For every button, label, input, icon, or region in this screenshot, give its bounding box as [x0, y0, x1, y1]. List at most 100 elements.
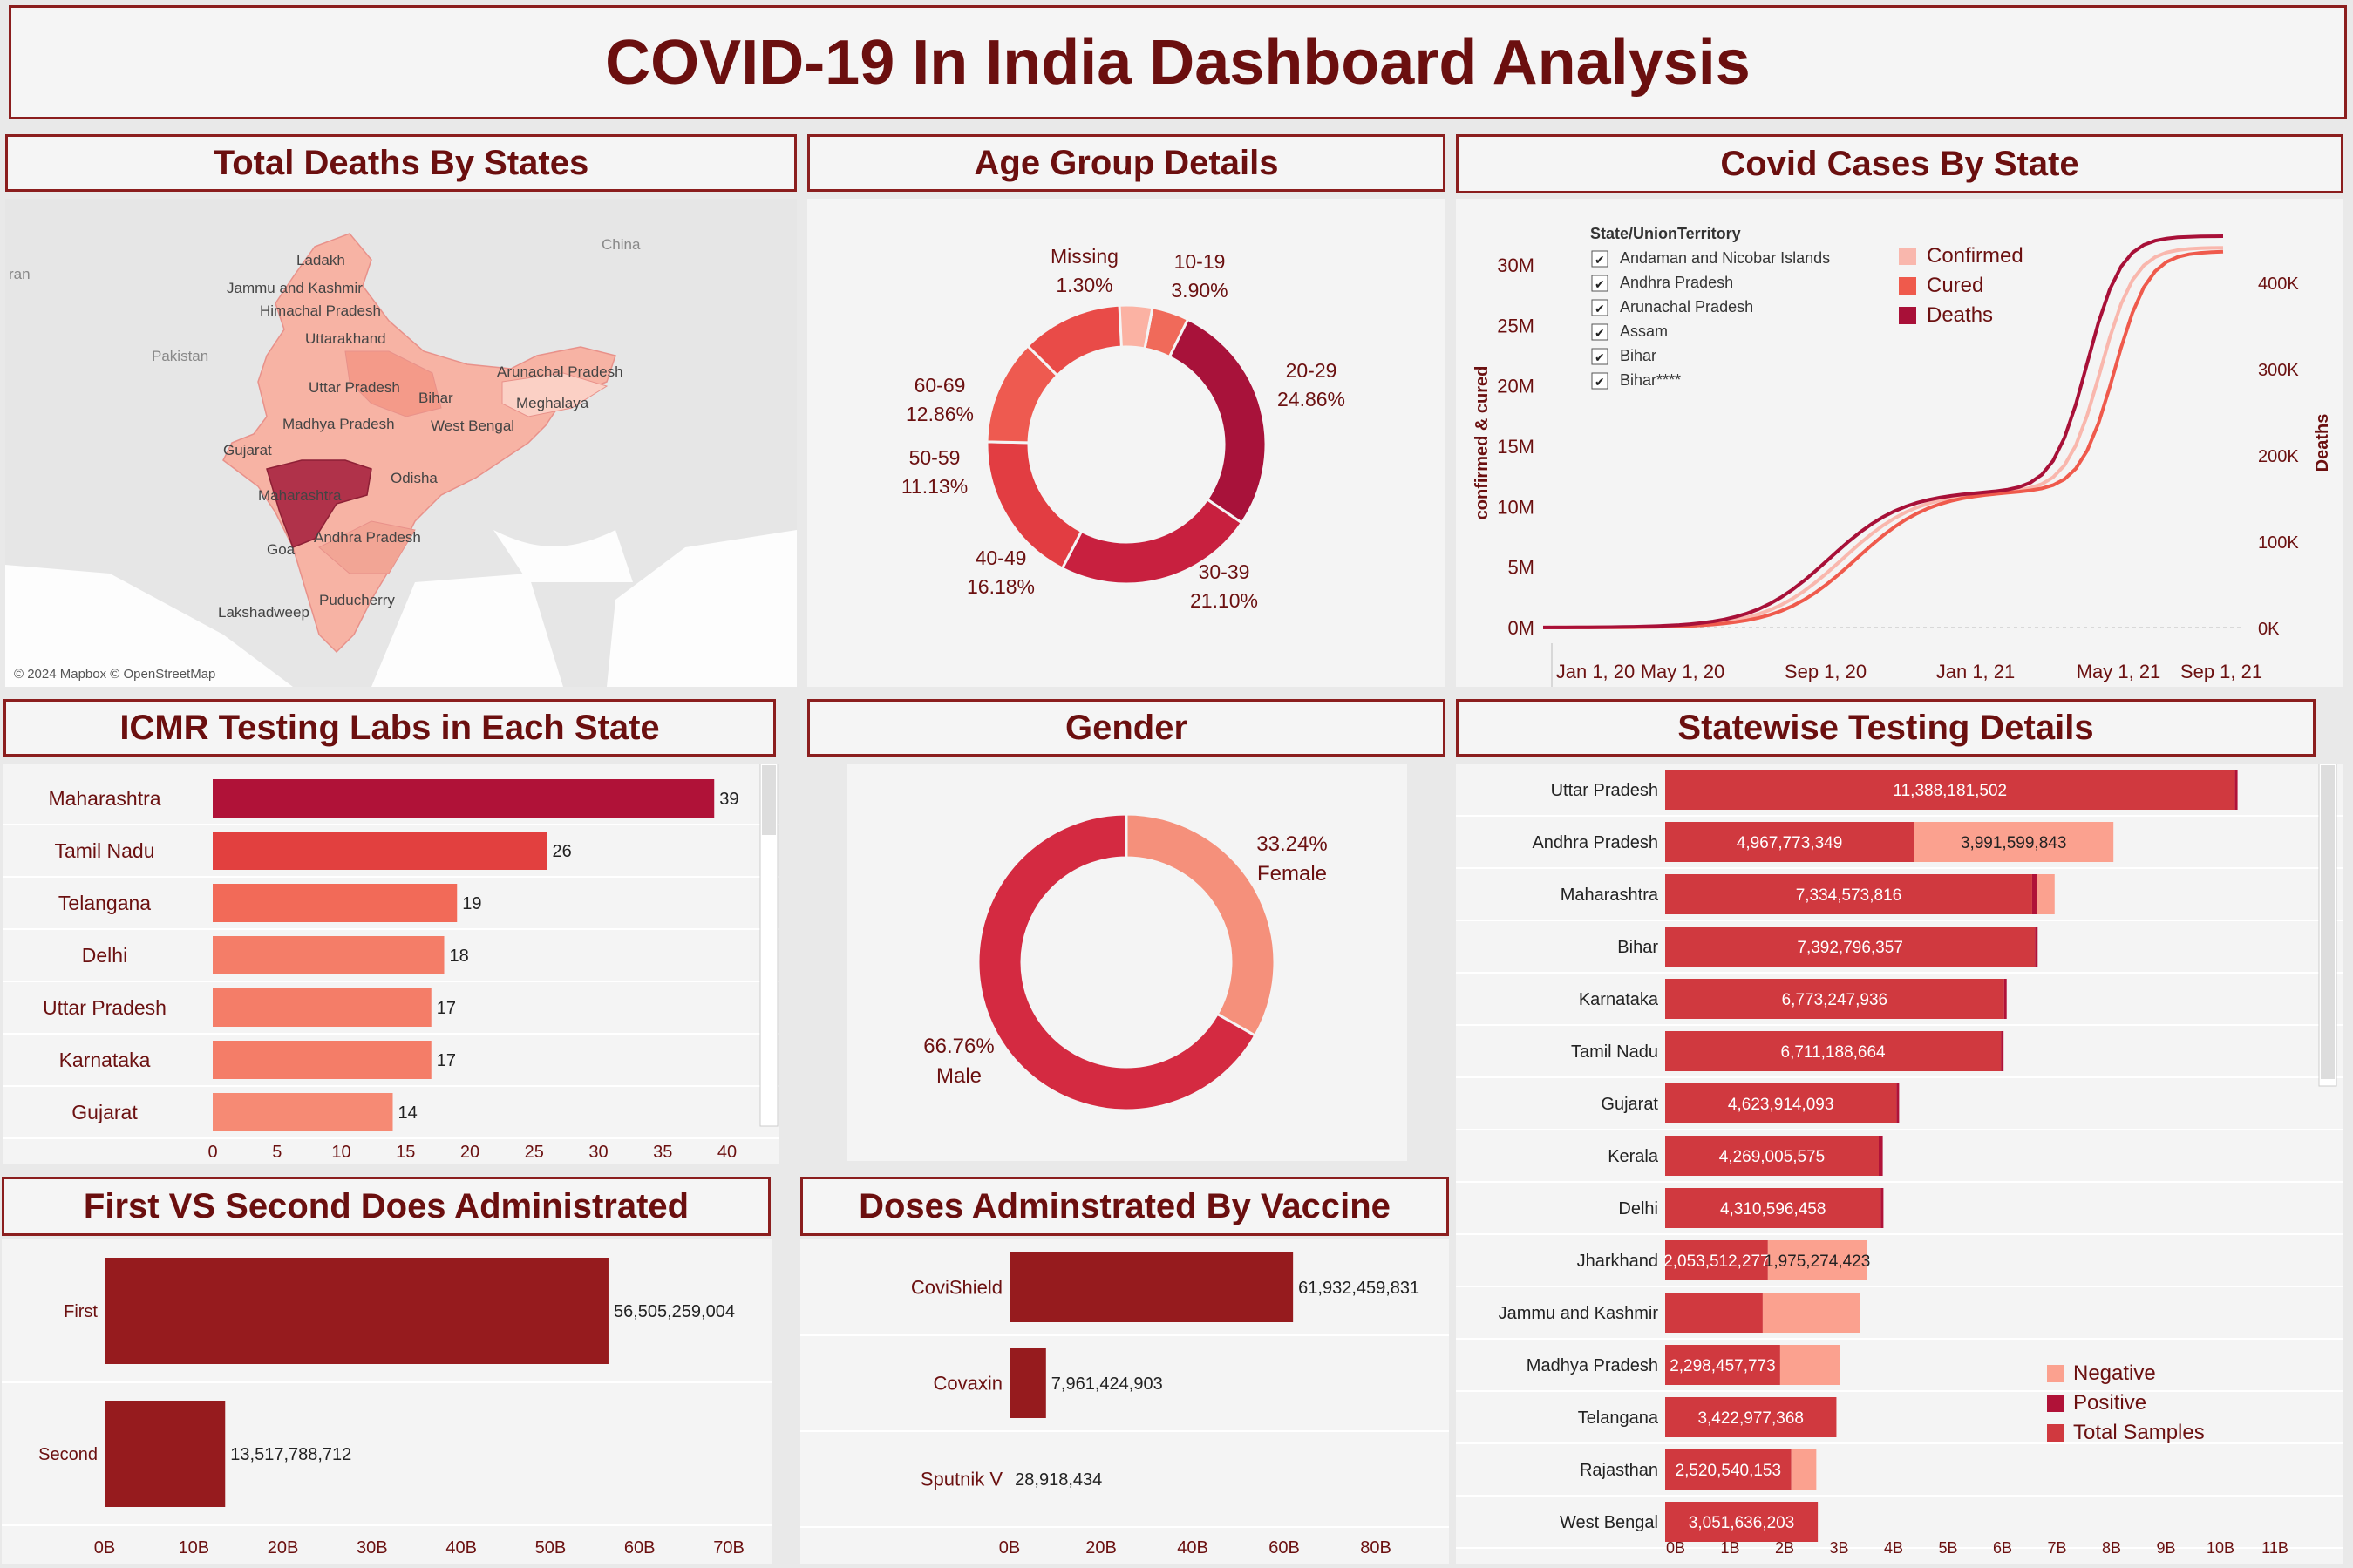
- bar-total-samples[interactable]: [1665, 1083, 1897, 1123]
- filter-checkbox[interactable]: [1591, 275, 1608, 292]
- labs-scrollbar[interactable]: [759, 763, 779, 1127]
- gender-donut-chart[interactable]: 33.24% Female 66.76% Male: [847, 764, 1407, 1161]
- bar-total-samples[interactable]: [1665, 1136, 1880, 1176]
- bar-negative[interactable]: [1779, 1345, 1840, 1385]
- bar-value-label: 13,517,788,712: [230, 1445, 351, 1464]
- bar-positive[interactable]: [1896, 1083, 1900, 1123]
- cases-line-chart[interactable]: 0M 5M 10M 15M 20M 25M 30M 0K 100K 200K 300K 400K Jan…: [1456, 199, 2343, 687]
- y-tick-label: 0M: [1507, 617, 1534, 639]
- state-filter[interactable]: State/UnionTerritory ✔ Andaman and Nicobar…: [1590, 225, 1830, 390]
- x-tick-label: May 1, 20: [1641, 661, 1725, 682]
- gender-slice-female[interactable]: [1125, 812, 1276, 1038]
- filter-checkbox[interactable]: [1591, 250, 1608, 268]
- bar-negative[interactable]: [1791, 1449, 1817, 1490]
- bar-positive[interactable]: [2031, 874, 2037, 914]
- testing-stacked-bar-chart[interactable]: Uttar Pradesh 11,388,181,502 Andhra Prades…: [1456, 763, 2343, 1564]
- age-donut-chart[interactable]: 10-19 3.90% 20-29 24.86% 30-39 21.10% 40-49 16.…: [807, 199, 1445, 687]
- map-panel[interactable]: Ladakh Jammu and Kashmir Himachal Prades…: [5, 199, 797, 687]
- legend-swatch: [1899, 307, 1916, 324]
- x-tick-label: 40B: [1177, 1538, 1208, 1558]
- y-tick-label: 15M: [1497, 436, 1534, 458]
- bar-positive[interactable]: [2003, 979, 2007, 1019]
- bar-total-samples[interactable]: [1665, 1031, 2002, 1071]
- bar-total-samples[interactable]: [1665, 927, 2036, 967]
- bar-total-samples[interactable]: [1665, 1240, 1768, 1280]
- age-slice-other[interactable]: [1118, 303, 1154, 350]
- bar-total-samples[interactable]: [1665, 979, 2004, 1019]
- y-axis-title: confirmed & cured: [1472, 366, 1492, 520]
- bar[interactable]: [1010, 1348, 1046, 1418]
- y2-tick-label: 400K: [2258, 275, 2299, 294]
- labs-bar-chart[interactable]: Maharashtra 39 Tamil Nadu 26 Telangana 19 Delh…: [3, 763, 779, 1164]
- bar-negative[interactable]: [2037, 874, 2055, 914]
- bar-positive[interactable]: [2001, 1031, 2004, 1071]
- x-tick-label: 40B: [445, 1538, 477, 1558]
- bar-total-samples[interactable]: [1665, 1502, 1819, 1542]
- bar-value-label: 7,961,424,903: [1051, 1375, 1163, 1394]
- vaccine-bar-chart[interactable]: CoviShield 61,932,459,831 Covaxin 7,961,424…: [800, 1239, 1449, 1564]
- bar-total-samples[interactable]: [1665, 874, 2032, 914]
- filter-item-label: Bihar****: [1620, 371, 1681, 389]
- filter-checkbox[interactable]: [1591, 348, 1608, 365]
- bar-negative[interactable]: [1914, 822, 2114, 862]
- testing-scroll-thumb[interactable]: [2321, 765, 2335, 1079]
- bar-total-samples[interactable]: [1665, 1345, 1780, 1385]
- bar-negative[interactable]: [1767, 1240, 1867, 1280]
- bar-category-label: Jharkhand: [1577, 1252, 1658, 1271]
- dose-bar-chart[interactable]: First 56,505,259,004 Second 13,517,788,712 0…: [2, 1239, 772, 1564]
- filter-item-label: Assam: [1620, 322, 1668, 340]
- bar-category-label: West Bengal: [1560, 1513, 1658, 1532]
- map-label: Arunachal Pradesh: [497, 363, 623, 380]
- age-slice-20-29[interactable]: [1167, 317, 1268, 525]
- x-tick-label: 6B: [1993, 1539, 2012, 1557]
- x-tick-label: 0B: [94, 1538, 115, 1558]
- bar[interactable]: [105, 1258, 609, 1364]
- bar-category-label: Karnataka: [1579, 990, 1659, 1009]
- bar[interactable]: [213, 988, 432, 1027]
- filter-checkbox[interactable]: [1591, 372, 1608, 390]
- bar-positive[interactable]: [1880, 1188, 1884, 1228]
- check-icon: ✔: [1595, 350, 1605, 364]
- bar-value-label: 3,422,977,368: [1697, 1409, 1804, 1428]
- x-tick-label: 30B: [357, 1538, 388, 1558]
- bar-value-label: 61,932,459,831: [1298, 1279, 1419, 1298]
- filter-checkbox[interactable]: [1591, 323, 1608, 341]
- bar[interactable]: [213, 1093, 393, 1131]
- bar[interactable]: [1010, 1252, 1294, 1322]
- bar-negative[interactable]: [1762, 1293, 1860, 1333]
- labs-scroll-thumb[interactable]: [762, 765, 776, 835]
- bar-category-label: Covaxin: [934, 1373, 1003, 1395]
- ne-shape: [501, 372, 609, 417]
- bar-positive[interactable]: [2234, 770, 2238, 810]
- bar[interactable]: [213, 779, 715, 818]
- bar[interactable]: [213, 832, 547, 870]
- bar-total-samples[interactable]: [1665, 1449, 1792, 1490]
- bar-total-samples[interactable]: [1665, 1293, 1763, 1333]
- india-map[interactable]: Ladakh Jammu and Kashmir Himachal Prades…: [5, 199, 797, 687]
- check-icon: ✔: [1595, 375, 1605, 389]
- bar[interactable]: [213, 1041, 432, 1079]
- bar-positive[interactable]: [2035, 927, 2038, 967]
- vaccine-panel: CoviShield 61,932,459,831 Covaxin 7,961,424…: [800, 1239, 1449, 1564]
- bar[interactable]: [213, 936, 445, 974]
- filter-checkbox[interactable]: [1591, 299, 1608, 316]
- legend-label: Cured: [1927, 274, 1983, 297]
- check-icon: ✔: [1595, 277, 1605, 291]
- maharashtra-shape: [266, 459, 372, 548]
- bar-total-samples[interactable]: [1665, 1397, 1837, 1437]
- series-line-deaths[interactable]: [1543, 234, 2224, 629]
- y2-tick-label: 300K: [2258, 361, 2299, 380]
- bar[interactable]: [105, 1401, 226, 1507]
- map-title: Total Deaths By States: [5, 134, 797, 192]
- bar-total-samples[interactable]: [1665, 822, 1914, 862]
- map-label: Ladakh: [296, 252, 345, 268]
- legend-swatch: [2047, 1424, 2064, 1442]
- bar[interactable]: [213, 884, 458, 922]
- bar-value-label: 3,051,636,203: [1689, 1514, 1795, 1532]
- bar-positive[interactable]: [1879, 1136, 1883, 1176]
- legend-swatch: [1899, 277, 1916, 295]
- up-shape: [344, 350, 442, 417]
- bar-total-samples[interactable]: [1665, 770, 2235, 810]
- bar-total-samples[interactable]: [1665, 1188, 1881, 1228]
- gender-slice-male[interactable]: [976, 812, 1257, 1112]
